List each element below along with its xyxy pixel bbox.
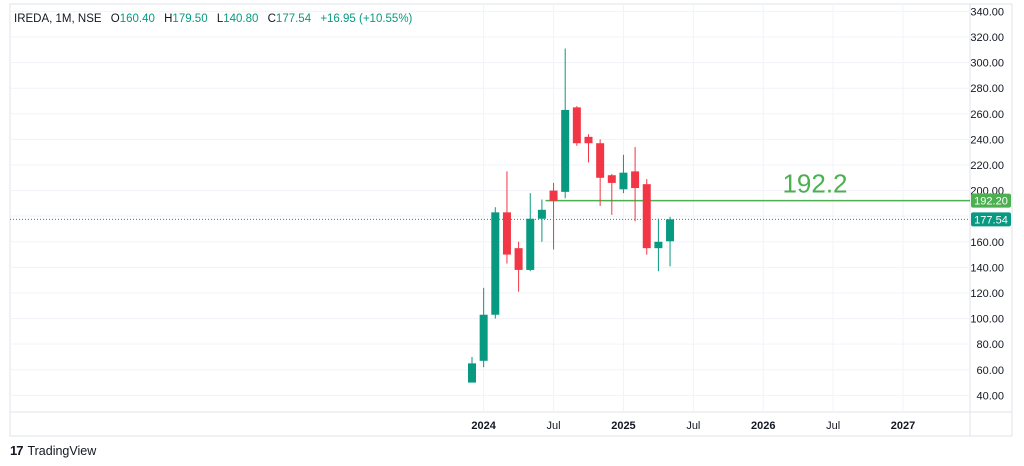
candle-down (596, 143, 605, 178)
brand-name: TradingView (27, 443, 97, 458)
y-tick-label: 340.00 (970, 6, 1004, 18)
change-value: +16.95 (+10.55%) (320, 13, 413, 25)
y-tick-label: 160.00 (970, 237, 1004, 249)
y-tick-label: 80.00 (976, 339, 1004, 351)
y-tick-label: 280.00 (970, 83, 1004, 95)
candle-up (561, 109, 570, 192)
x-tick-label: 2026 (751, 420, 775, 432)
candle-down (607, 175, 616, 183)
level-price-tag: 192.20 (974, 196, 1008, 208)
x-tick-label: 2024 (471, 420, 496, 432)
y-tick-label: 120.00 (970, 288, 1004, 300)
y-tick-label: 260.00 (970, 109, 1004, 121)
y-tick-label: 300.00 (970, 58, 1004, 70)
candle-up (491, 212, 500, 315)
level-price-tag-bg (971, 193, 1011, 208)
y-tick-label: 240.00 (970, 134, 1004, 146)
symbol-label: IREDA, 1M, NSE (14, 13, 102, 25)
y-tick-label: 40.00 (976, 390, 1004, 402)
candle-up (619, 172, 628, 190)
candle-down (584, 136, 593, 144)
close-key: C (267, 13, 276, 25)
y-tick-label: 140.00 (970, 262, 1004, 274)
high-key: H (164, 13, 173, 25)
close-value: 177.54 (275, 13, 312, 25)
level-label: 192.2 (782, 169, 847, 199)
x-tick-label: 2025 (611, 420, 635, 432)
y-tick-label: 220.00 (970, 160, 1004, 172)
last-price-tag: 177.54 (974, 214, 1008, 226)
chart-frame (9, 3, 1013, 437)
candle-up (537, 209, 546, 219)
candle-down (514, 248, 523, 270)
candle-down (631, 171, 640, 189)
x-tick-label: Jul (686, 420, 700, 432)
open-key: O (110, 13, 120, 25)
tradingview-brand[interactable]: 17 TradingView (10, 443, 96, 458)
candle-up (468, 363, 476, 383)
last-price-tag-bg (971, 212, 1011, 227)
candle-up (654, 241, 663, 249)
x-tick-label: Jul (547, 420, 561, 432)
candle-up (479, 314, 488, 361)
candle-down (502, 212, 511, 255)
y-tick-label: 100.00 (970, 314, 1004, 326)
candle-down (572, 107, 581, 144)
open-value: 160.40 (119, 13, 155, 25)
tradingview-logo-icon: 17 (10, 443, 24, 458)
low-value: 140.80 (223, 13, 259, 25)
x-tick-label: Jul (826, 420, 840, 432)
candle-up (666, 219, 675, 242)
x-tick-label: 2027 (891, 420, 915, 432)
ohlc-legend: IREDA, 1M, NSE O160.40 H179.50 L140.80 C… (14, 13, 412, 25)
high-value: 179.50 (172, 13, 208, 25)
y-tick-label: 320.00 (970, 32, 1004, 44)
candle-down (642, 184, 651, 249)
low-key: L (216, 13, 224, 25)
y-tick-label: 60.00 (976, 365, 1004, 377)
candle-up (526, 218, 535, 270)
candle-down (549, 190, 558, 201)
